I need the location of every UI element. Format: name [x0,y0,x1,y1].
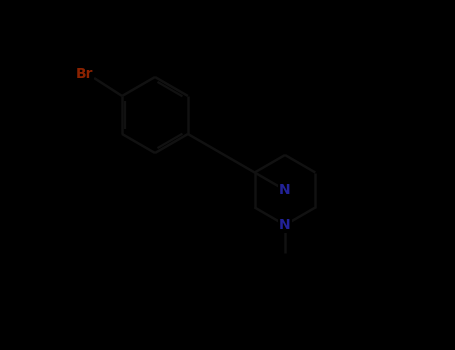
Text: Br: Br [76,67,93,81]
Text: N: N [279,218,291,232]
Text: N: N [279,183,291,197]
